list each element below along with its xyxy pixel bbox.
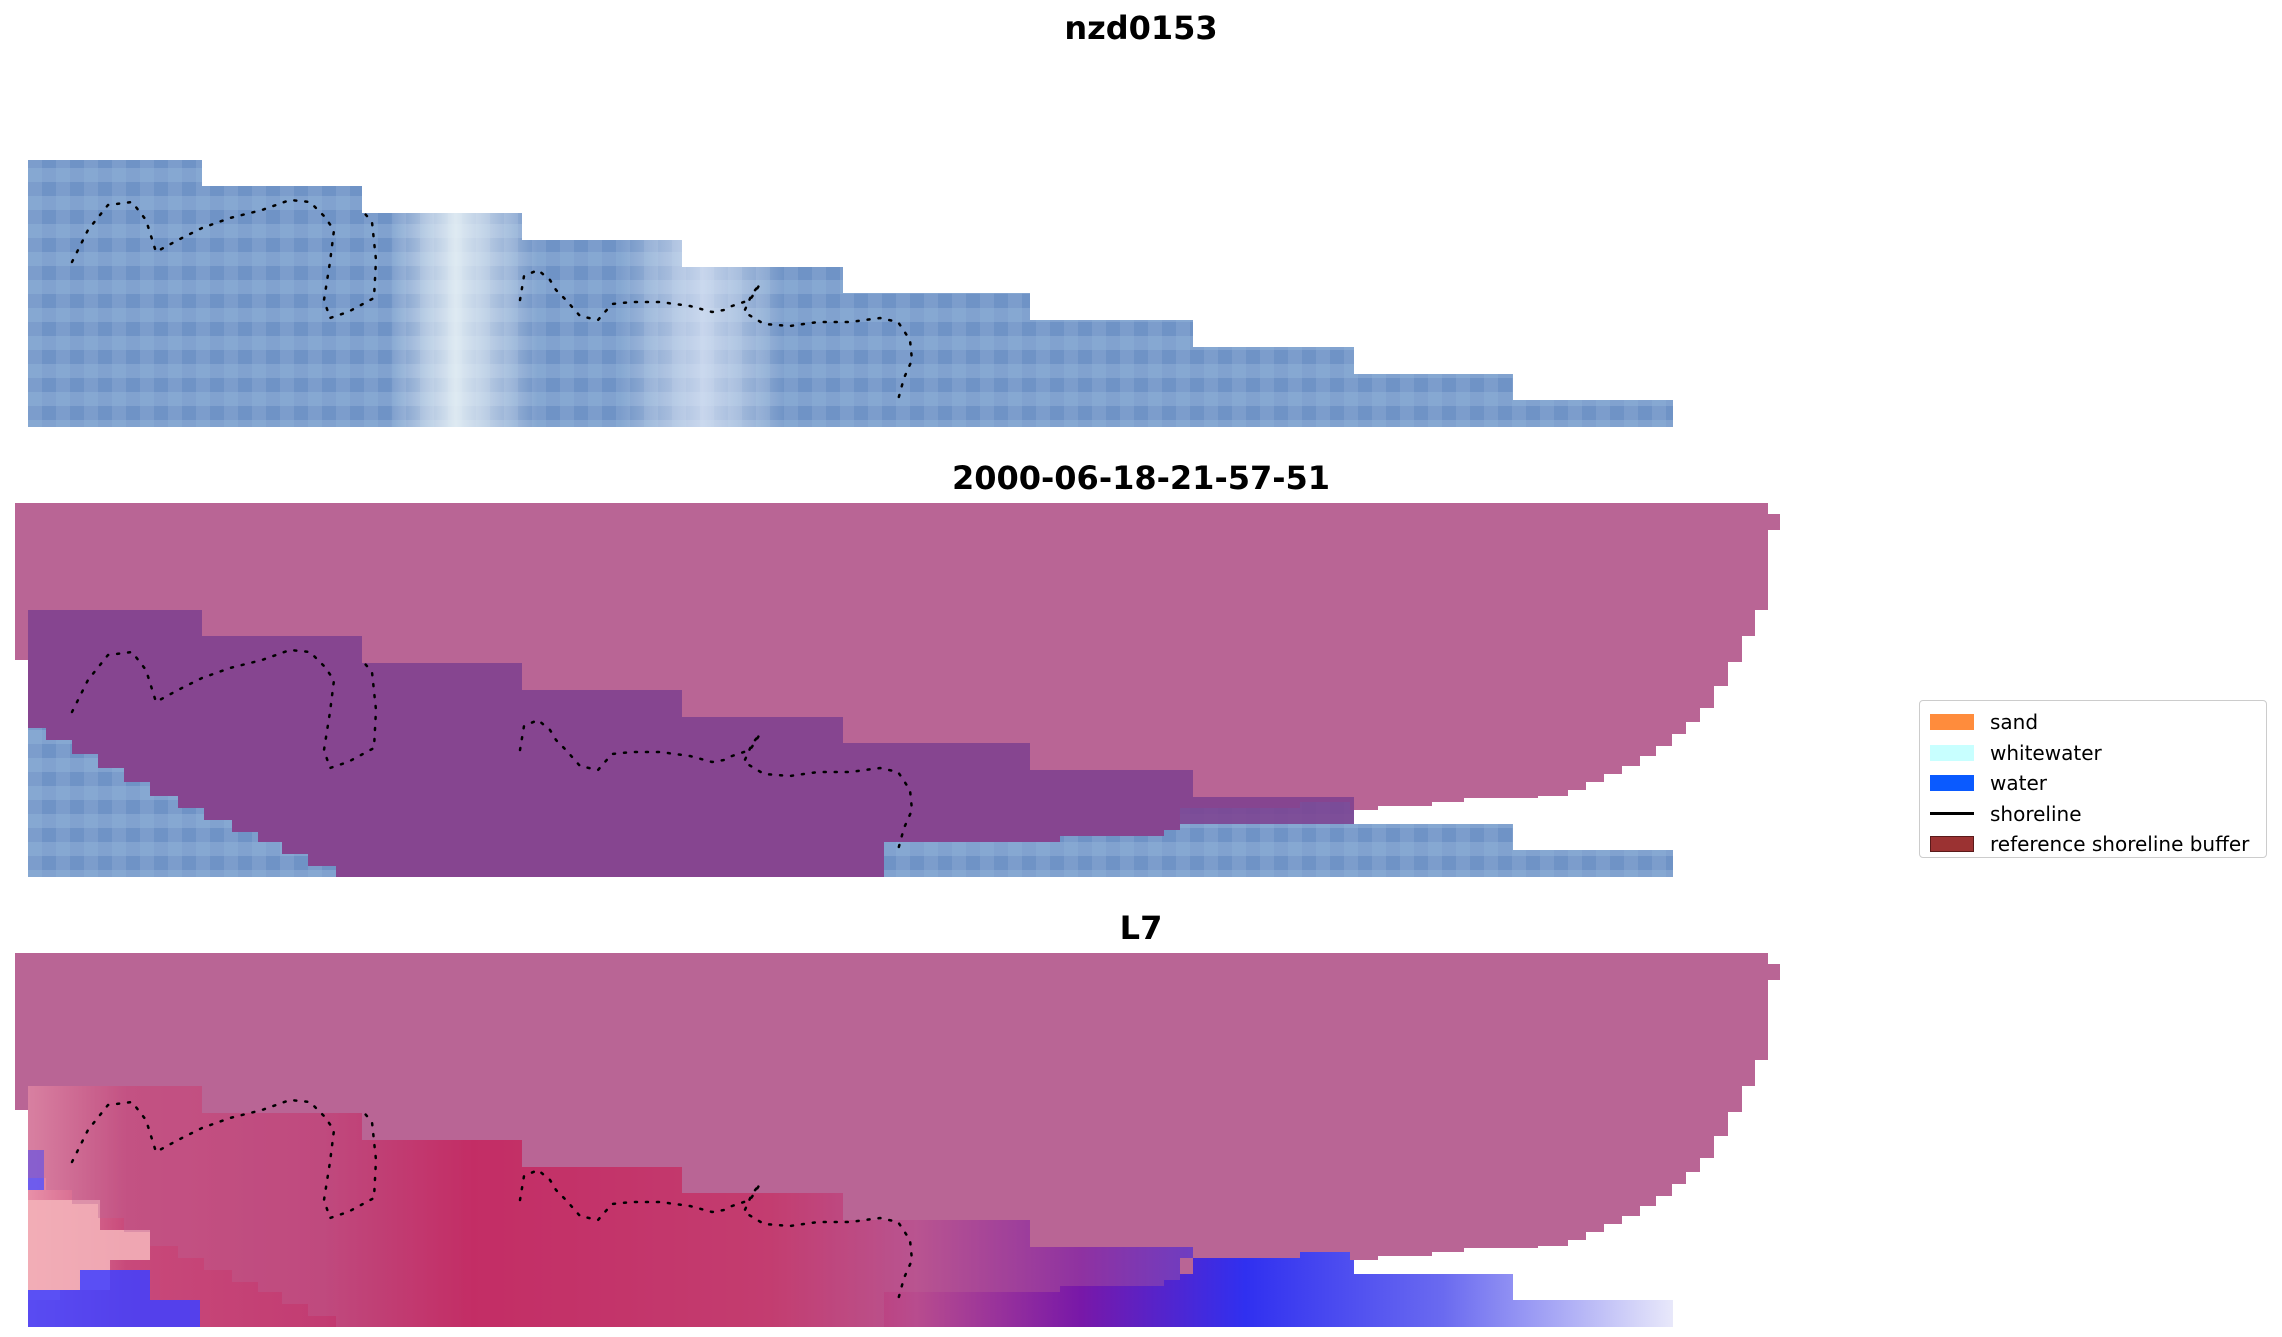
sand-swatch [1930, 714, 1974, 731]
water-patch [28, 1150, 44, 1190]
legend-item-shoreline: shoreline [1930, 799, 2256, 830]
imagery-panel [28, 160, 1673, 427]
legend-item-sand: sand [1930, 707, 2256, 738]
legend-item-whitewater: whitewater [1930, 738, 2256, 769]
sand-patch [28, 1200, 150, 1300]
water-swatch [1930, 775, 1974, 792]
legend-label-shoreline: shoreline [1990, 801, 2082, 826]
detected-shoreline [70, 198, 914, 402]
legend-item-buffer: reference shoreline buffer [1930, 829, 2256, 860]
buffer-swatch [1930, 836, 1974, 853]
legend: sand whitewater water shoreline referenc… [1919, 700, 2267, 858]
legend-label-whitewater: whitewater [1990, 740, 2102, 765]
detected-shoreline [70, 648, 914, 852]
whitewater-swatch [1930, 744, 1974, 761]
panel-title-date: 2000-06-18-21-57-51 [951, 459, 1331, 497]
legend-label-water: water [1990, 771, 2047, 796]
buffer-over-land [28, 610, 1354, 877]
legend-item-water: water [1930, 768, 2256, 799]
water-patch [28, 1270, 200, 1327]
detected-shoreline [70, 1098, 914, 1302]
imagery-raster [28, 160, 1673, 427]
legend-label-sand: sand [1990, 710, 2039, 735]
shoreline-line-icon [1930, 812, 1974, 816]
classification-panel [15, 953, 1780, 1327]
buffer-panel [15, 503, 1780, 877]
buffer-upper [15, 953, 1780, 1274]
panel-title-imagery: nzd0153 [1064, 9, 1218, 47]
panel-title-satellite: L7 [1119, 909, 1163, 947]
legend-label-buffer: reference shoreline buffer [1990, 832, 2250, 857]
